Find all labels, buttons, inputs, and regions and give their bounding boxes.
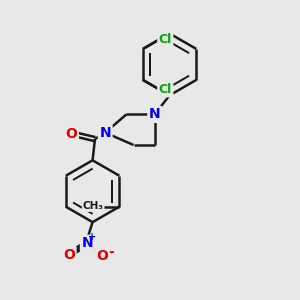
Text: Cl: Cl [159, 83, 172, 96]
Text: N: N [99, 126, 111, 140]
Text: -: - [109, 245, 114, 259]
Text: +: + [88, 232, 96, 242]
Text: O: O [96, 249, 108, 263]
Text: Cl: Cl [159, 33, 172, 46]
Text: O: O [65, 127, 77, 141]
Text: O: O [63, 248, 75, 262]
Text: N: N [82, 236, 93, 250]
Text: N: N [149, 107, 161, 122]
Text: CH₃: CH₃ [83, 201, 104, 211]
